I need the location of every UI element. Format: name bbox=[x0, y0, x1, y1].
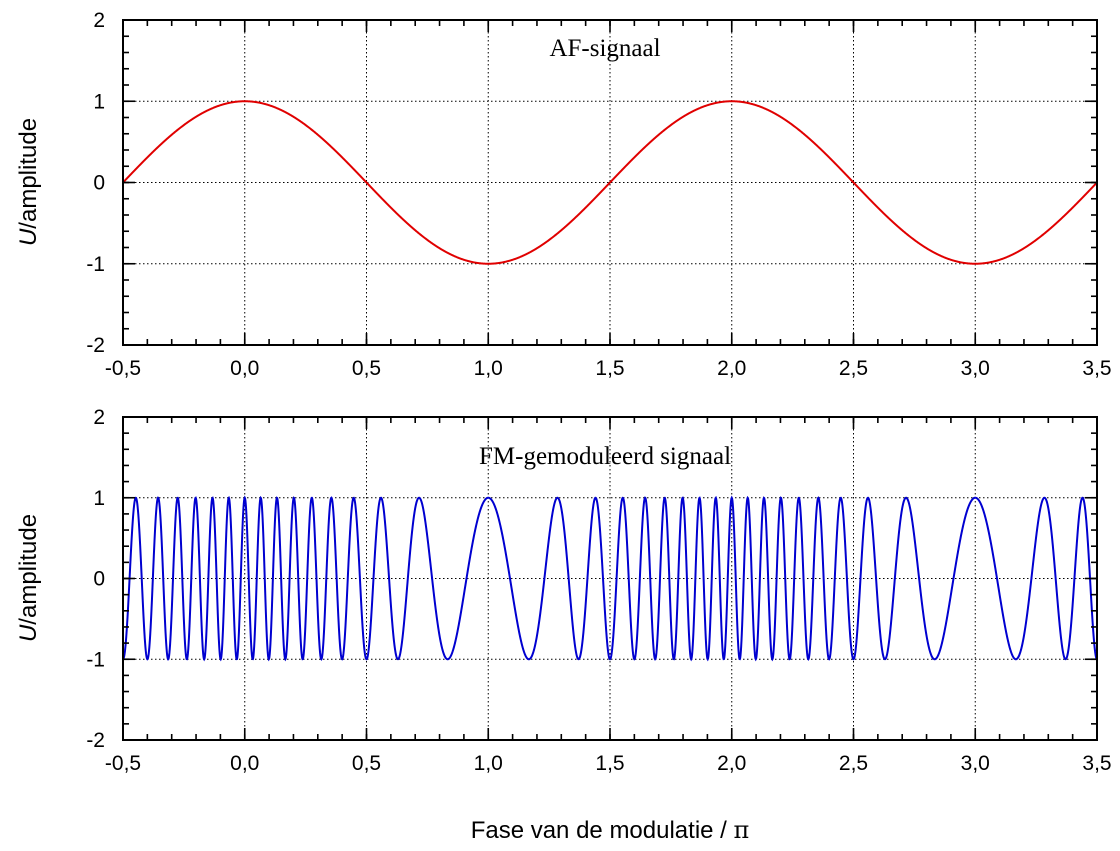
x-tick-label: 3,0 bbox=[961, 752, 990, 775]
x-tick-label: -0,5 bbox=[105, 752, 141, 775]
y-axis-title-text: /amplitude bbox=[15, 514, 42, 625]
y-tick-label: 1 bbox=[93, 487, 105, 510]
y-tick-label: 0 bbox=[93, 172, 105, 195]
x-tick-label: 0,5 bbox=[352, 752, 381, 775]
x-tick-label: 2,5 bbox=[839, 357, 868, 380]
y-tick-label: -2 bbox=[86, 334, 105, 357]
y-axis-title-symbol: U bbox=[15, 228, 42, 246]
x-tick-label: 3,5 bbox=[1082, 357, 1111, 380]
x-tick-label: 2,5 bbox=[839, 752, 868, 775]
af-signal-line bbox=[122, 100, 1098, 265]
x-tick-label: 0,0 bbox=[230, 752, 259, 775]
x-axis-title-symbol: π bbox=[734, 816, 750, 844]
x-tick-label: -0,5 bbox=[105, 357, 141, 380]
y-tick-label: -1 bbox=[86, 253, 105, 276]
y-tick-label: -2 bbox=[86, 729, 105, 752]
x-tick-label: 0,5 bbox=[352, 357, 381, 380]
fm-signal-panel: -0,5 0,0 0,5 1,0 1,5 2,0 2,5 3,0 3,5 2 1 0 -1 -2 U/amp… bbox=[15, 406, 1112, 775]
x-axis-title-text: Fase van de modulatie / bbox=[471, 817, 734, 844]
x-tick-label: 1,5 bbox=[595, 752, 624, 775]
x-tick-label: 0,0 bbox=[230, 357, 259, 380]
y-axis-title: U/amplitude bbox=[15, 514, 42, 642]
x-tick-label: 3,0 bbox=[961, 357, 990, 380]
x-tick-label: 3,5 bbox=[1082, 752, 1111, 775]
x-tick-label: 1,0 bbox=[474, 752, 503, 775]
y-axis-title-text: /amplitude bbox=[15, 118, 42, 229]
x-tick-label: 2,0 bbox=[717, 357, 746, 380]
y-axis-title-symbol: U bbox=[15, 624, 42, 642]
x-tick-label: 1,0 bbox=[474, 357, 503, 380]
fm-signal-annotation: FM-gemoduleerd signaal bbox=[479, 443, 731, 470]
fm-signal-line bbox=[122, 495, 1098, 662]
y-tick-label: -1 bbox=[86, 648, 105, 671]
y-tick-label: 1 bbox=[93, 90, 105, 113]
x-tick-label: 1,5 bbox=[595, 357, 624, 380]
af-signal-annotation: AF-signaal bbox=[549, 35, 660, 62]
af-signal-panel: -0,5 0,0 0,5 1,0 1,5 2,0 2,5 3,0 3,5 2 1 0 -1 -2 U/amp… bbox=[15, 9, 1112, 380]
y-axis-title: U/amplitude bbox=[15, 118, 42, 246]
x-tick-label: 2,0 bbox=[717, 752, 746, 775]
y-tick-label: 2 bbox=[93, 406, 105, 429]
y-tick-label: 0 bbox=[93, 568, 105, 591]
x-axis-title: Fase van de modulatie / π bbox=[471, 816, 750, 844]
y-tick-label: 2 bbox=[93, 9, 105, 32]
